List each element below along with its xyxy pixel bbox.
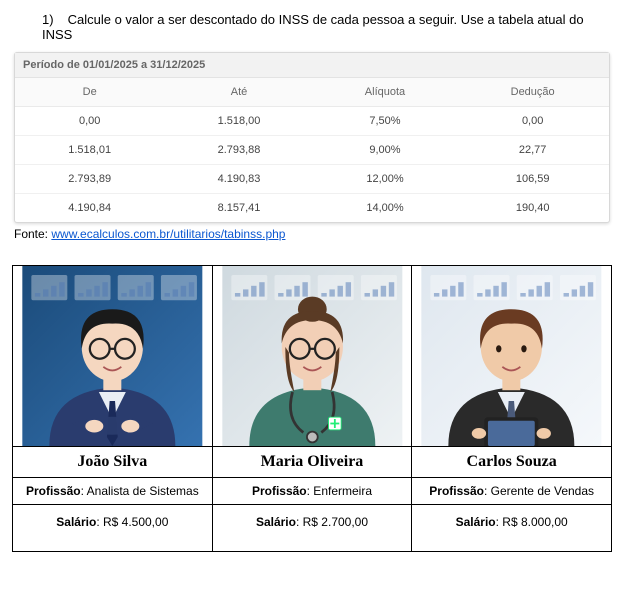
- person-salary: Salário: R$ 4.500,00: [13, 505, 213, 552]
- inss-col-de: De: [15, 78, 164, 107]
- avatar-image: [412, 266, 611, 446]
- inss-col-deducao: Dedução: [456, 78, 609, 107]
- inss-row: 1.518,012.793,889,00%22,77: [15, 136, 609, 165]
- inss-cell: 0,00: [456, 107, 609, 136]
- source-prefix: Fonte:: [14, 227, 51, 241]
- person-name: Carlos Souza: [412, 447, 612, 478]
- person-profession: Profissão: Gerente de Vendas: [412, 478, 612, 505]
- person-salary: Salário: R$ 2.700,00: [212, 505, 412, 552]
- person-profession: Profissão: Analista de Sistemas: [13, 478, 213, 505]
- person-name: Maria Oliveira: [212, 447, 412, 478]
- inss-cell: 7,50%: [314, 107, 457, 136]
- inss-cell: 8.157,41: [164, 194, 313, 223]
- inss-cell: 1.518,01: [15, 136, 164, 165]
- inss-cell: 14,00%: [314, 194, 457, 223]
- question-prompt: 1) Calcule o valor a ser descontado do I…: [12, 12, 612, 42]
- inss-cell: 190,40: [456, 194, 609, 223]
- inss-table-panel: Período de 01/01/2025 a 31/12/2025 De At…: [14, 52, 610, 223]
- avatar-image: [13, 266, 212, 446]
- person-avatar-cell: [412, 266, 612, 447]
- inss-table: De Até Alíquota Dedução 0,001.518,007,50…: [15, 78, 609, 222]
- inss-cell: 2.793,89: [15, 165, 164, 194]
- inss-col-aliquota: Alíquota: [314, 78, 457, 107]
- inss-cell: 4.190,84: [15, 194, 164, 223]
- source-link[interactable]: www.ecalculos.com.br/utilitarios/tabinss…: [51, 227, 285, 241]
- source-line: Fonte: www.ecalculos.com.br/utilitarios/…: [14, 227, 612, 241]
- inss-row: 2.793,894.190,8312,00%106,59: [15, 165, 609, 194]
- question-number: 1): [42, 12, 64, 27]
- inss-row: 4.190,848.157,4114,00%190,40: [15, 194, 609, 223]
- person-name: João Silva: [13, 447, 213, 478]
- inss-cell: 106,59: [456, 165, 609, 194]
- inss-row: 0,001.518,007,50%0,00: [15, 107, 609, 136]
- inss-cell: 4.190,83: [164, 165, 313, 194]
- inss-col-ate: Até: [164, 78, 313, 107]
- person-avatar-cell: [212, 266, 412, 447]
- question-text: Calcule o valor a ser descontado do INSS…: [42, 12, 584, 42]
- inss-cell: 1.518,00: [164, 107, 313, 136]
- avatar-image: [213, 266, 412, 446]
- inss-cell: 22,77: [456, 136, 609, 165]
- inss-cell: 9,00%: [314, 136, 457, 165]
- inss-cell: 2.793,88: [164, 136, 313, 165]
- inss-period: Período de 01/01/2025 a 31/12/2025: [15, 53, 609, 78]
- inss-cell: 0,00: [15, 107, 164, 136]
- person-avatar-cell: [13, 266, 213, 447]
- people-table: João SilvaMaria OliveiraCarlos Souza Pro…: [12, 265, 612, 552]
- inss-cell: 12,00%: [314, 165, 457, 194]
- person-salary: Salário: R$ 8.000,00: [412, 505, 612, 552]
- person-profession: Profissão: Enfermeira: [212, 478, 412, 505]
